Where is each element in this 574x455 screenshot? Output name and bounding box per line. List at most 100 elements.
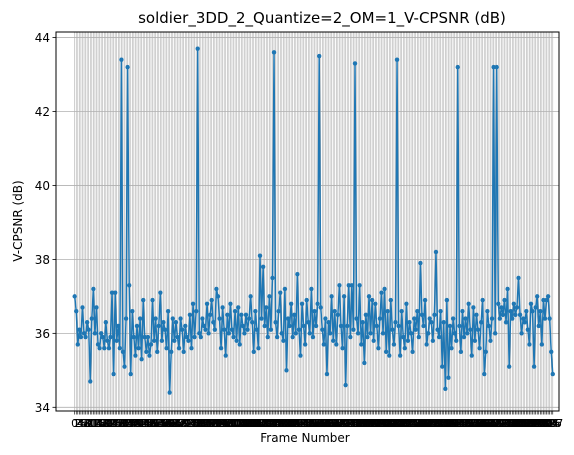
x-tick-label: 296 xyxy=(525,417,546,430)
data-point xyxy=(256,345,261,351)
data-point xyxy=(220,305,225,310)
data-point xyxy=(415,308,420,314)
x-tick-label: 256 xyxy=(463,417,484,430)
data-point xyxy=(474,312,479,318)
x-tick-label: 4 xyxy=(77,417,84,430)
x-tick-label: 238 xyxy=(435,417,456,430)
data-point xyxy=(312,308,317,314)
data-point xyxy=(332,308,337,314)
x-tick-label: 5 xyxy=(79,417,86,430)
data-point xyxy=(520,316,526,321)
x-tick-label: 188 xyxy=(357,417,378,430)
data-point xyxy=(271,50,277,55)
data-point xyxy=(239,312,244,318)
data-point xyxy=(309,286,314,292)
x-tick-label: 79 xyxy=(191,417,205,430)
data-point xyxy=(306,320,311,325)
x-tick-label: 294 xyxy=(522,417,543,430)
data-point xyxy=(379,290,384,295)
data-point xyxy=(215,294,221,299)
data-point xyxy=(478,320,484,325)
data-point xyxy=(506,364,512,369)
data-point xyxy=(218,345,224,351)
data-point xyxy=(485,308,490,314)
data-point xyxy=(131,334,137,340)
data-point xyxy=(293,331,299,336)
x-tick-label: 104 xyxy=(226,417,247,430)
x-tick-label: 165 xyxy=(321,417,342,430)
x-tick-label: 225 xyxy=(415,417,436,430)
data-point xyxy=(513,312,518,318)
series-v-cpsnr xyxy=(72,46,555,395)
data-point xyxy=(429,320,434,325)
data-point xyxy=(102,345,107,351)
data-point xyxy=(345,323,350,329)
data-point xyxy=(468,327,473,332)
data-point xyxy=(463,316,468,321)
data-point xyxy=(176,345,182,351)
data-point xyxy=(200,316,205,321)
data-point xyxy=(243,312,249,318)
data-point xyxy=(75,342,81,347)
data-point xyxy=(253,308,258,314)
x-tick-label: 127 xyxy=(262,417,283,430)
x-tick-label: 237 xyxy=(433,417,454,430)
data-point xyxy=(444,297,450,303)
data-point xyxy=(72,294,77,299)
x-tick-label: 297 xyxy=(527,417,548,430)
x-tick-label: 88 xyxy=(205,417,219,430)
x-tick-label: 28 xyxy=(111,417,125,430)
data-point xyxy=(366,294,372,299)
data-point xyxy=(162,327,168,332)
data-point xyxy=(172,338,177,343)
data-point xyxy=(390,327,395,332)
y-tick-label: 44 xyxy=(35,31,50,45)
x-tick-label: 41 xyxy=(132,417,146,430)
x-tick-label: 263 xyxy=(474,417,495,430)
data-point xyxy=(500,312,506,318)
data-point xyxy=(480,297,485,303)
x-tick-label: 32 xyxy=(118,417,132,430)
x-tick-label: 231 xyxy=(424,417,445,430)
x-axis-label: Frame Number xyxy=(260,431,349,445)
data-point xyxy=(330,338,336,343)
y-tick-label: 38 xyxy=(35,253,50,267)
data-point xyxy=(438,308,443,314)
x-tick-label: 98 xyxy=(220,417,234,430)
x-tick-label: 151 xyxy=(299,417,320,430)
x-tick-label: 305 xyxy=(539,417,560,430)
x-tick-label: 201 xyxy=(377,417,398,430)
data-point xyxy=(440,364,445,369)
data-point xyxy=(402,345,408,351)
data-point xyxy=(193,308,199,314)
x-tick-label: 222 xyxy=(410,417,431,430)
data-point xyxy=(268,327,274,332)
x-tick-label: 122 xyxy=(254,417,275,430)
x-tick-label: 126 xyxy=(260,417,281,430)
data-point xyxy=(363,312,369,318)
data-point xyxy=(98,331,104,336)
data-point xyxy=(304,297,309,303)
x-tick-label: 160 xyxy=(313,417,334,430)
x-tick-label: 128 xyxy=(264,417,285,430)
data-point xyxy=(114,338,119,343)
x-tick-label: 159 xyxy=(312,417,333,430)
x-tick-label: 157 xyxy=(309,417,330,430)
data-point xyxy=(80,305,85,310)
x-tick-label: 208 xyxy=(388,417,409,430)
data-point xyxy=(387,353,392,358)
data-point xyxy=(365,334,370,340)
x-tick-label: 117 xyxy=(246,417,267,430)
x-tick-label: 17 xyxy=(94,417,108,430)
data-point xyxy=(371,338,376,343)
x-tick-label: 101 xyxy=(221,417,242,430)
data-point xyxy=(237,342,242,347)
x-tick-label: 71 xyxy=(178,417,192,430)
data-point xyxy=(128,371,133,377)
y-tick-label: 40 xyxy=(35,179,50,193)
data-point xyxy=(248,294,253,299)
x-tick-label: 105 xyxy=(228,417,249,430)
data-point xyxy=(418,260,423,266)
data-point xyxy=(383,349,389,355)
x-tick-label: 236 xyxy=(432,417,453,430)
